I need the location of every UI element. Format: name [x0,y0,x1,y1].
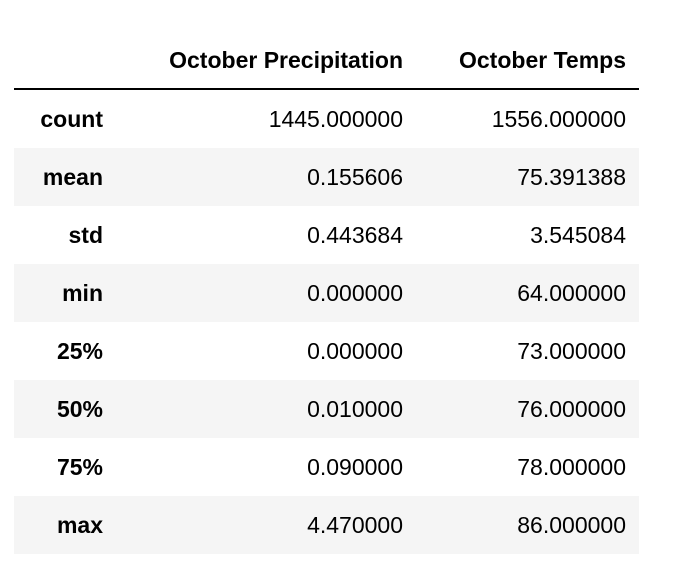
row-label: 25% [56,337,103,364]
row-label: std [68,221,104,248]
row-label: count [40,105,103,132]
header-row: October Precipitation October Temps [14,32,639,90]
cell-precipitation: 0.155606 [307,163,403,190]
cell-precipitation: 0.443684 [307,221,403,248]
table-row: mean 0.155606 75.391388 [14,148,639,206]
cell-temps: 78.000000 [517,453,626,480]
cell-precipitation: 4.470000 [307,511,403,538]
table-header: October Precipitation October Temps [14,32,639,90]
index-header [14,32,116,90]
table-row: std 0.443684 3.545084 [14,206,639,264]
cell-precipitation: 0.010000 [307,395,403,422]
row-label: min [62,279,103,306]
row-label: mean [42,163,103,190]
cell-temps: 75.391388 [517,163,626,190]
dataframe-output: October Precipitation October Temps coun… [14,32,639,554]
cell-precipitation: 0.090000 [307,453,403,480]
table-row: 25% 0.000000 73.000000 [14,322,639,380]
column-header-october-temps: October Temps [416,32,639,90]
cell-precipitation: 0.000000 [307,337,403,364]
row-label: 50% [56,395,103,422]
summary-statistics-table: October Precipitation October Temps coun… [14,32,639,554]
table-body: count 1445.000000 1556.000000 mean 0.155… [14,89,639,554]
table-row: min 0.000000 64.000000 [14,264,639,322]
table-row: max 4.470000 86.000000 [14,496,639,554]
cell-temps: 86.000000 [517,511,626,538]
cell-temps: 76.000000 [517,395,626,422]
cell-temps: 73.000000 [517,337,626,364]
cell-precipitation: 0.000000 [307,279,403,306]
table-row: 50% 0.010000 76.000000 [14,380,639,438]
cell-precipitation: 1445.000000 [268,105,403,132]
row-label: 75% [56,453,103,480]
cell-temps: 3.545084 [530,221,626,248]
row-label: max [56,511,103,538]
column-header-october-precipitation: October Precipitation [116,32,416,90]
table-row: count 1445.000000 1556.000000 [14,89,639,148]
cell-temps: 64.000000 [517,279,626,306]
cell-temps: 1556.000000 [491,105,626,132]
table-row: 75% 0.090000 78.000000 [14,438,639,496]
